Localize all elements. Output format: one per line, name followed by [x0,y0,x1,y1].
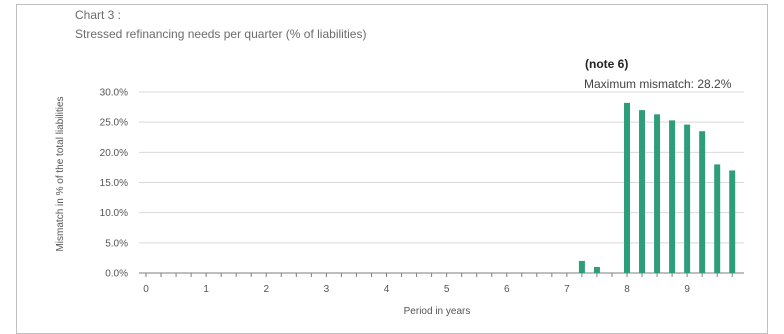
x-tick-label: 1 [203,284,209,295]
bar [699,131,706,273]
max-mismatch-annotation: Maximum mismatch: 28.2% [584,77,732,91]
y-tick-label: 10.0% [100,208,128,219]
bar [593,266,600,273]
bar [624,102,630,273]
chart-note: (note 6) [585,57,629,71]
bar-chart: 0.0% 5.0% 10.0% 15.0% 20.0% 25.0% 30.0% 0 1 2 3 4 5… [55,88,744,317]
bar [684,124,691,273]
y-tick-label: 30.0% [100,88,128,99]
x-axis: 0 1 2 3 4 5 6 7 8 9 [139,272,744,295]
x-tick-label: 9 [684,284,690,295]
y-tick-label: 0.0% [105,269,128,280]
bars [578,102,736,274]
gridlines [139,91,744,244]
y-axis-title: Mismatch in % of the total liabilities [55,96,66,251]
bar [669,120,676,274]
chart-title: Stressed refinancing needs per quarter (… [75,27,367,41]
x-tick-label: 3 [324,284,330,295]
x-tick-label: 8 [624,284,630,295]
y-tick-label: 15.0% [100,178,128,189]
x-axis-title: Period in years [404,306,471,317]
bar [729,170,736,273]
x-tick-label: 4 [384,284,390,295]
bar [578,260,585,273]
bar [714,164,721,273]
y-tick-label: 5.0% [105,238,128,249]
y-tick-label: 25.0% [100,118,128,129]
x-tick-label: 5 [444,284,450,295]
x-tick-label: 6 [504,284,510,295]
y-axis-ticks: 0.0% 5.0% 10.0% 15.0% 20.0% 25.0% 30.0% [100,88,128,280]
x-tick-label: 0 [143,284,149,295]
x-tick-label: 7 [564,284,570,295]
bar [639,110,646,273]
chart-number-label: Chart 3 : [75,8,122,22]
bar [654,114,661,273]
x-tick-label: 2 [263,284,269,295]
y-tick-label: 20.0% [100,148,128,159]
